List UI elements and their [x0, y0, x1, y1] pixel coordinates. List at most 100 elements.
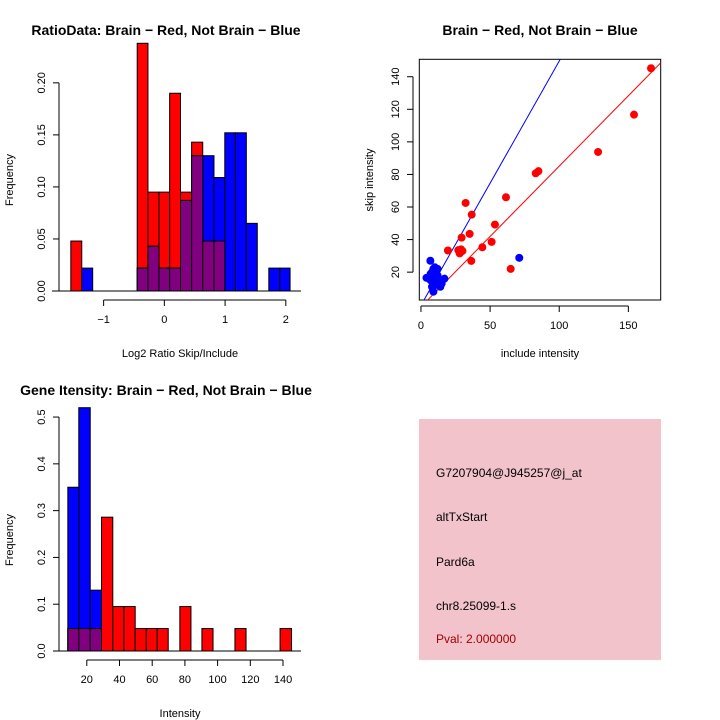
red-histogram-bar: [201, 628, 214, 652]
y-tick-label: 0.00: [36, 280, 48, 301]
intensity-scatter-xlabel: include intensity: [501, 348, 580, 360]
red-histogram-bar: [279, 628, 293, 652]
red-histogram-bar: [134, 628, 147, 652]
red-data-point: [630, 110, 639, 119]
intensity-scatter-title: Brain − Red, Not Brain − Blue: [442, 22, 637, 38]
y-tick-label: 0.1: [36, 597, 48, 612]
info-panel-background: [419, 419, 661, 660]
plot-box: [418, 58, 662, 301]
event-type-text: altTxStart: [436, 510, 488, 524]
y-tick-label: 0.15: [36, 124, 48, 145]
gene-name-text: Pard6a: [436, 555, 475, 569]
x-tick-label: 150: [619, 320, 637, 332]
blue-data-point: [428, 273, 437, 282]
red-data-point: [461, 198, 470, 207]
overlap-histogram-bar: [213, 240, 226, 292]
red-data-point: [501, 193, 510, 202]
red-histogram-bar: [156, 628, 169, 652]
red-histogram-bar: [70, 240, 83, 292]
blue-data-point: [515, 253, 524, 262]
y-tick-label: 0.2: [36, 550, 48, 565]
y-tick-label: 60: [390, 201, 402, 213]
red-histogram-bar: [123, 606, 136, 652]
blue-histogram-bar: [245, 222, 258, 292]
x-tick-label: 100: [550, 320, 568, 332]
info-panel: G7207904@J945257@j_at altTxStart Pard6a …: [419, 419, 661, 660]
y-tick-label: 0.5: [36, 409, 48, 424]
x-tick-label: −1: [97, 314, 110, 326]
x-tick-label: 140: [274, 674, 292, 686]
red-data-point: [594, 147, 603, 156]
red-data-point: [443, 246, 452, 255]
location-text: chr8.25099-1.s: [436, 599, 516, 613]
blue-histogram-bar: [224, 132, 236, 292]
red-data-point: [506, 264, 515, 273]
red-data-point: [465, 229, 474, 238]
blue-data-point: [433, 264, 442, 273]
ratio-histogram-xlabel: Log2 Ratio Skip/Include: [122, 348, 238, 360]
red-histogram-bar: [179, 606, 192, 652]
blue-data-point: [429, 287, 438, 296]
x-tick-label: 100: [208, 674, 226, 686]
red-data-point: [455, 249, 464, 258]
blue-histogram-bar: [279, 267, 291, 292]
y-tick-label: 0.0: [36, 643, 48, 658]
red-histogram-bar: [234, 628, 247, 652]
blue-histogram-bar: [268, 267, 281, 292]
overlap-histogram-bar: [147, 245, 160, 292]
x-tick-label: 50: [484, 320, 496, 332]
red-histogram-bar: [112, 606, 125, 652]
ratio-histogram-title: RatioData: Brain − Red, Not Brain − Blue: [31, 22, 300, 38]
x-tick-label: 0: [418, 320, 424, 332]
overlap-histogram-bar: [136, 267, 149, 292]
ratio-histogram-ylabel: Frequency: [4, 154, 16, 206]
red-data-point: [467, 210, 476, 219]
y-tick-label: 0.3: [36, 503, 48, 518]
red-data-point: [534, 167, 543, 176]
blue-histogram-bar: [78, 407, 91, 652]
x-tick-label: 0: [161, 314, 167, 326]
red-data-point: [647, 64, 656, 73]
x-tick-label: 1: [222, 314, 228, 326]
intensity-scatter-ylabel: skip intensity: [364, 148, 376, 211]
y-tick-label: 40: [390, 233, 402, 245]
pval-text: Pval: 2.000000: [436, 632, 516, 646]
overlap-histogram-bar: [78, 628, 91, 652]
y-tick-label: 120: [390, 100, 402, 118]
x-tick-label: 2: [283, 314, 289, 326]
y-tick-label: 0.05: [36, 228, 48, 249]
red-fit-line: [426, 62, 661, 300]
overlap-histogram-bar: [202, 240, 215, 292]
x-tick-label: 120: [241, 674, 259, 686]
red-data-point: [478, 243, 487, 252]
overlap-histogram-bar: [158, 267, 171, 292]
probe-id-text: G7207904@J945257@j_at: [436, 466, 582, 480]
x-tick-label: 40: [113, 674, 125, 686]
red-data-point: [457, 233, 466, 242]
red-data-point: [487, 237, 496, 246]
gene-intensity-histogram-xlabel: Intensity: [160, 708, 201, 720]
blue-histogram-bar: [81, 267, 94, 292]
red-data-point: [490, 220, 499, 229]
x-tick-label: 80: [179, 674, 191, 686]
red-histogram-bar: [101, 516, 114, 652]
blue-data-point: [426, 256, 435, 265]
overlap-histogram-bar: [67, 628, 80, 652]
y-tick-label: 0.10: [36, 176, 48, 197]
red-histogram-bar: [136, 42, 149, 292]
x-tick-label: 20: [81, 674, 93, 686]
gene-intensity-histogram-ylabel: Frequency: [4, 514, 16, 566]
blue-histogram-bar: [67, 486, 80, 652]
y-tick-label: 20: [390, 266, 402, 278]
blue-histogram-bar: [234, 132, 247, 292]
gene-intensity-histogram: Gene Itensity: Brain − Red, Not Brain − …: [4, 382, 312, 720]
y-tick-label: 0.20: [36, 72, 48, 93]
red-histogram-bar: [145, 628, 158, 652]
y-tick-label: 80: [390, 168, 402, 180]
intensity-scatter: Brain − Red, Not Brain − Blue include in…: [364, 22, 662, 360]
red-data-point: [467, 256, 476, 265]
overlap-histogram-bar: [169, 267, 182, 292]
ratio-histogram: RatioData: Brain − Red, Not Brain − Blue…: [4, 22, 301, 360]
overlap-histogram-bar: [180, 199, 193, 292]
